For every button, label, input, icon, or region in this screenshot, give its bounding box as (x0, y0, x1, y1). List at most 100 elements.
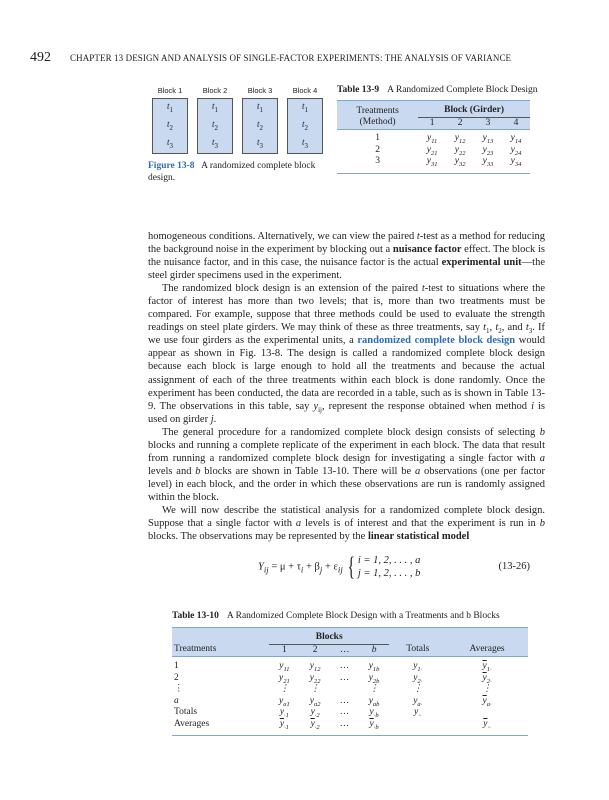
cell-index: 1· (417, 666, 423, 674)
cell: y14 (502, 130, 530, 145)
column-header: Treatments (174, 644, 217, 655)
table-label: Table 13-9 (337, 85, 380, 95)
text-run: t (483, 322, 487, 334)
cell: y23 (474, 145, 502, 157)
cell: ya2 (300, 696, 331, 708)
cell-symbol: y (369, 718, 374, 729)
cell: y2· (389, 673, 446, 685)
treatment-symbol: t (166, 101, 170, 112)
column-header: b (371, 644, 377, 655)
eq-term: = μ + τ (268, 561, 301, 573)
text-run: -test as a method for reducing the backg… (148, 231, 545, 256)
cell-symbol: y (427, 133, 432, 143)
blank (389, 628, 446, 645)
cell-symbol: y (413, 661, 418, 672)
table-title: A Randomized Complete Block Design with … (226, 611, 500, 622)
cell-index: 12 (313, 666, 321, 674)
cell-symbol: y (454, 156, 459, 166)
row-label: 1 (174, 661, 179, 672)
treatment-index: 3 (169, 141, 174, 150)
table-label: Table 13-10 (172, 611, 219, 622)
text-run: , represent the response obtained when m… (322, 400, 532, 412)
text-run: 3 (528, 327, 533, 336)
treatment: t1 (243, 101, 277, 115)
table-row: Averages y·1 y·2… y·b y·· (172, 719, 528, 736)
text-run: t (495, 322, 499, 334)
cell: y22 (300, 673, 331, 685)
eq-term: + ε (322, 561, 338, 573)
cell-index: 32 (458, 160, 466, 168)
paragraph: We will now describe the statistical ana… (148, 504, 545, 543)
treatment-symbol: t (301, 119, 305, 130)
cell-index: 11 (283, 666, 290, 674)
treatment-index: 1 (169, 105, 174, 114)
treatment-symbol: t (166, 137, 170, 148)
cell: ⋮ (389, 684, 446, 696)
cell-index: 2· (417, 677, 423, 685)
text-run: blocks are shown in Table 13-10. There w… (200, 465, 415, 477)
treatment-index: 3 (214, 141, 219, 150)
eq-sub: ij (337, 564, 343, 575)
row-label: ⋮ (174, 684, 184, 695)
cell-symbol: y (413, 672, 418, 683)
group-header: Blocks (268, 627, 390, 645)
block-box: t1 t2 t3 (152, 98, 188, 154)
treatment: t3 (243, 137, 277, 151)
cell: y33 (474, 156, 502, 173)
text-run: b (539, 518, 545, 530)
cell: ⋮ (269, 684, 300, 696)
text-run: a (295, 518, 302, 530)
column-header: Averages (469, 644, 505, 655)
eq-sub: ij (263, 564, 269, 575)
column-header: 1 (429, 117, 435, 128)
cell: … (330, 696, 358, 708)
text-run: t (525, 322, 529, 334)
treatment-symbol: t (256, 101, 260, 112)
cell-symbol: y (279, 672, 284, 683)
block-box: t1 t2 t3 (242, 98, 278, 154)
text-run: -test to situations where the factor of … (148, 283, 545, 334)
table-row: 1 y11 y12 y13 y14 (337, 130, 530, 145)
text-run: would appear as shown in Fig. 13-8. The … (148, 335, 546, 412)
cell-index: 24 (514, 149, 522, 157)
cell: y13 (474, 130, 502, 145)
cell-symbol: y (279, 661, 284, 672)
cell: y·1 (269, 719, 300, 736)
eq-sub: j (319, 564, 323, 575)
cell-symbol: … (340, 707, 349, 718)
cell-index: a1 (283, 700, 290, 708)
eq-case: j = 1, 2, . . . , b (357, 568, 421, 580)
block-label: Block 4 (292, 86, 318, 95)
cell: ya· (446, 696, 528, 708)
cell (446, 707, 528, 719)
column-header: 2 (312, 644, 318, 655)
eq-lhs: Y (258, 561, 264, 573)
cell: y·· (446, 719, 528, 736)
cell-symbol: y (414, 707, 419, 718)
column-header: 1 (281, 644, 287, 655)
treatment-index: 2 (169, 123, 174, 132)
row-header-line: (Method) (359, 117, 396, 127)
figure-label: Figure 13-8 (148, 161, 195, 171)
cell-symbol: … (340, 695, 349, 706)
block-box: t1 t2 t3 (287, 98, 323, 154)
cell-symbol: y (510, 156, 515, 166)
cell-symbol: y (510, 144, 515, 155)
eq-term: + β (303, 561, 320, 573)
group-header: Block (Girder) (418, 100, 530, 118)
cell-index: 31 (431, 160, 438, 168)
eq-case: i = 1, 2, . . . , a (357, 555, 421, 567)
text-run: —the steel girder specimens used in the … (148, 257, 545, 282)
blank (446, 628, 528, 645)
cell-symbol: y (482, 661, 487, 672)
text-run: The randomized block design is an extens… (162, 283, 422, 295)
text-run: levels and (148, 465, 196, 477)
treatment-symbol: t (256, 137, 260, 148)
treatment: t2 (288, 119, 322, 133)
row-label: a (174, 695, 179, 706)
text-run: ij (318, 405, 322, 414)
row-label: 3 (375, 156, 380, 166)
cell-symbol: y (309, 695, 314, 706)
cell-symbol: ⋮ (279, 684, 290, 695)
blank (172, 628, 269, 645)
